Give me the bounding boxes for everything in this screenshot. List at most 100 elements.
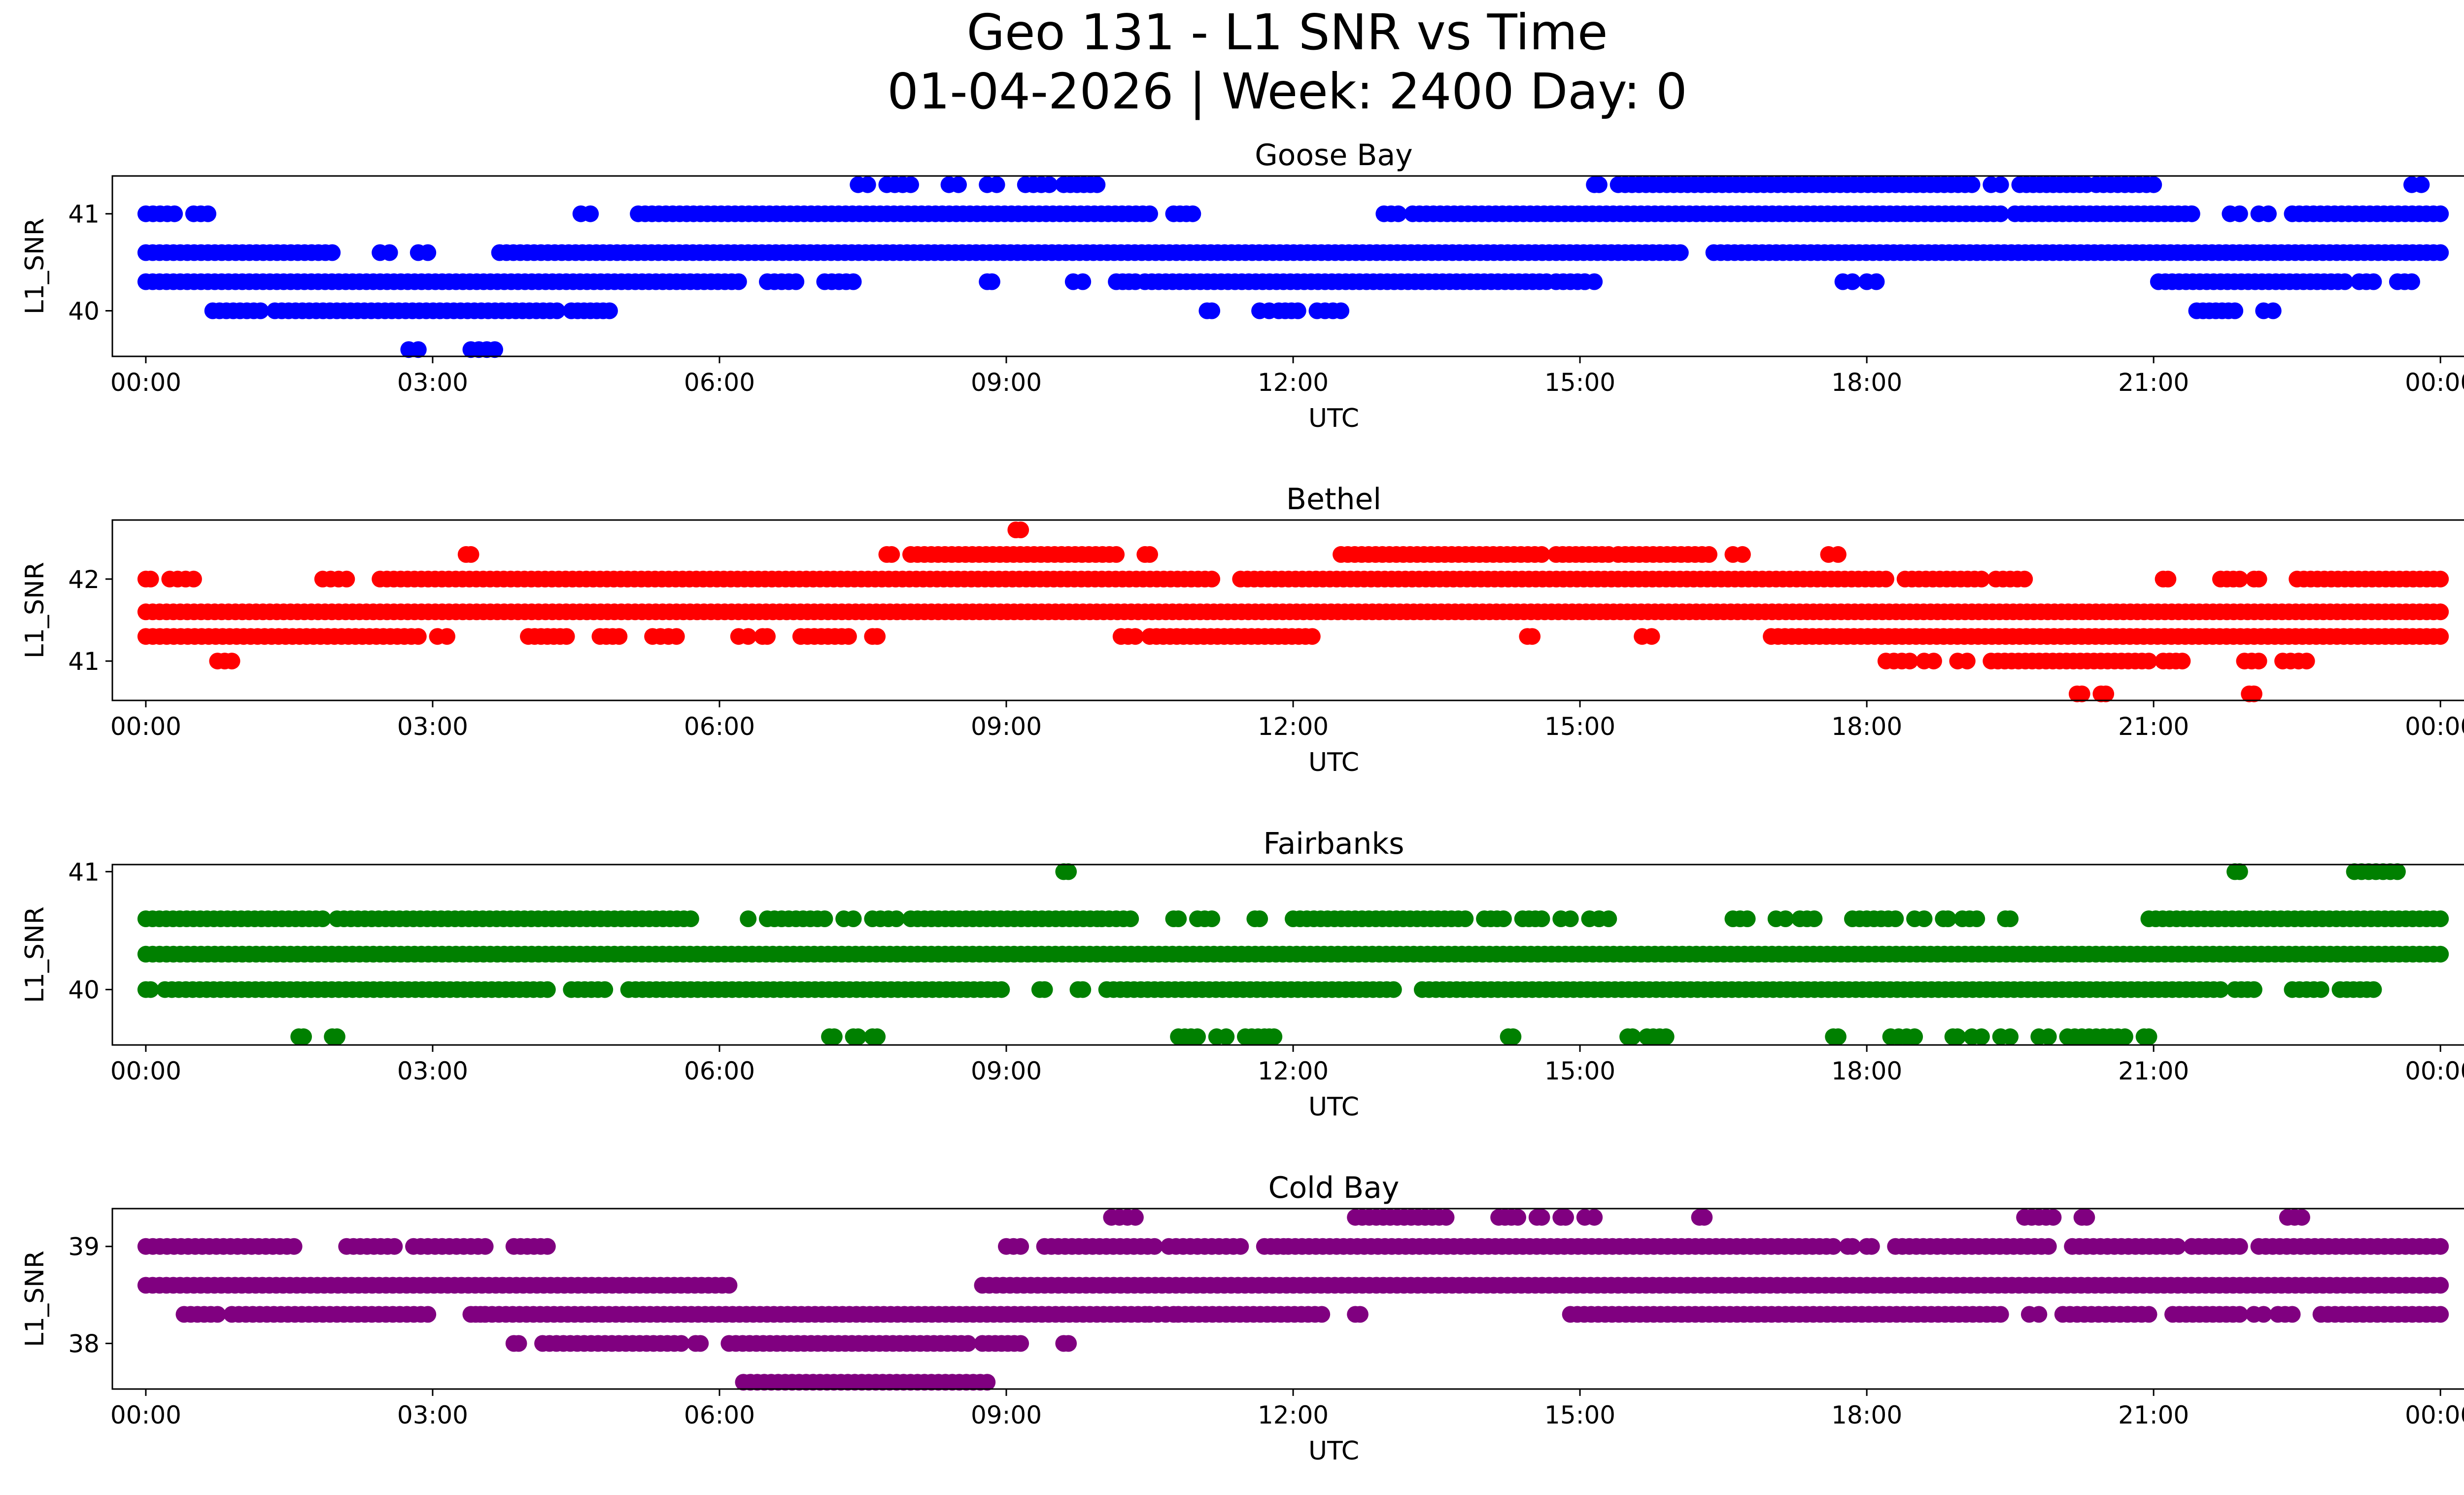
data-point	[419, 244, 437, 261]
subplot-fairbanks: Fairbanks 00:00 03:00 06:00 09:00 12:00 15:00 1…	[20, 827, 2464, 1122]
x-tick-label: 21:00	[2118, 1401, 2189, 1429]
y-axis-label-goose-bay: L1_SNR	[20, 218, 50, 314]
data-point	[1524, 628, 1541, 645]
data-point	[845, 273, 862, 290]
data-point	[142, 981, 159, 998]
y-axis-label-bethel: L1_SNR	[20, 562, 50, 659]
data-point	[1108, 546, 1125, 563]
snr-level-39-6	[400, 341, 503, 358]
data-point	[2174, 653, 2191, 670]
snr-level-39-6	[290, 1028, 2157, 1045]
data-point	[2413, 176, 2430, 193]
x-tick-label: 18:00	[1831, 368, 1902, 397]
data-point	[2389, 863, 2406, 880]
x-axis-label-goose-bay: UTC	[1308, 404, 1359, 433]
data-point	[1657, 1028, 1675, 1045]
snr-level-40-6	[137, 910, 2449, 927]
data-point	[324, 244, 341, 261]
y-tick-label: 41	[68, 200, 100, 229]
data-point	[1074, 273, 1092, 290]
data-point	[1289, 302, 1306, 319]
data-point	[1887, 910, 1904, 927]
data-point	[486, 341, 503, 358]
data-point	[1141, 205, 1158, 222]
data-point	[338, 570, 355, 588]
data-point	[2293, 1209, 2310, 1226]
data-point	[510, 1335, 527, 1352]
subplot-title-bethel: Bethel	[1286, 482, 1381, 517]
data-point	[816, 910, 833, 927]
data-point	[1925, 653, 1942, 670]
data-point	[720, 1277, 738, 1294]
data-point	[1696, 1209, 1713, 1226]
data-point	[2432, 570, 2449, 588]
data-point	[1303, 628, 1321, 645]
data-point	[477, 1238, 494, 1255]
subplot-title-cold-bay: Cold Bay	[1268, 1171, 1400, 1205]
data-point	[1973, 570, 1990, 588]
x-tick-label: 15:00	[1544, 1401, 1615, 1429]
data-point	[252, 302, 269, 319]
x-axis-label-fairbanks: UTC	[1308, 1092, 1359, 1122]
data-point	[2231, 570, 2248, 588]
x-tick-label: 09:00	[971, 1401, 1042, 1429]
figure-title-line2: 01-04-2026 | Week: 2400 Day: 0	[887, 63, 1687, 120]
data-point	[2284, 1306, 2301, 1323]
snr-level-42-6	[1007, 522, 1029, 538]
y-tick-label: 41	[68, 858, 100, 886]
snr-level-41	[209, 653, 2315, 670]
data-point	[1825, 1238, 1842, 1255]
axes-frame-fairbanks	[111, 864, 2464, 1046]
data-point	[2097, 685, 2115, 702]
x-tick-label: 03:00	[397, 368, 468, 397]
data-point	[462, 546, 479, 563]
data-point	[2073, 685, 2090, 702]
data-point	[673, 1335, 690, 1352]
data-point	[1390, 205, 1407, 222]
series-fairbanks	[137, 863, 2449, 1045]
data-point	[740, 628, 757, 645]
data-point	[1266, 1028, 1283, 1045]
data-point	[692, 1335, 709, 1352]
data-point	[2432, 910, 2449, 927]
data-point	[1509, 1209, 1526, 1226]
data-point	[2140, 1306, 2157, 1323]
snr-level-40-6	[137, 244, 2449, 261]
x-tick-label: 12:00	[1258, 1057, 1329, 1085]
x-tick-label: 12:00	[1258, 1401, 1329, 1429]
subplot-goose-bay: Goose Bay 00:00 03:00 06:00 09:00 12:00 15:00 1…	[20, 138, 2464, 433]
data-point	[2226, 302, 2244, 319]
data-point	[1868, 273, 1885, 290]
data-point	[1533, 546, 1550, 563]
x-tick-label: 00:00	[110, 1057, 181, 1085]
data-point	[1141, 546, 1158, 563]
data-point	[1184, 205, 1201, 222]
data-point	[1333, 302, 1350, 319]
data-point	[1806, 910, 1823, 927]
x-tick-label: 06:00	[684, 712, 755, 741]
x-tick-label: 12:00	[1258, 368, 1329, 397]
data-point	[2116, 1028, 2133, 1045]
x-axis-label-bethel: UTC	[1308, 748, 1359, 777]
data-point	[1127, 1209, 1144, 1226]
data-point	[1562, 910, 1579, 927]
data-point	[2183, 205, 2200, 222]
data-point	[1313, 1306, 1331, 1323]
data-point	[2040, 1238, 2057, 1255]
series-goose-bay	[137, 176, 2449, 358]
data-point	[410, 341, 427, 358]
data-point	[1968, 910, 1985, 927]
data-point	[883, 546, 900, 563]
data-point	[166, 205, 183, 222]
data-point	[1385, 981, 1402, 998]
data-point	[1495, 910, 1512, 927]
x-tick-label: 03:00	[397, 1401, 468, 1429]
data-point	[2231, 205, 2248, 222]
data-point	[1041, 176, 1058, 193]
axes-frame-cold-bay	[111, 1208, 2464, 1390]
data-point	[1203, 910, 1221, 927]
data-point	[950, 176, 967, 193]
series-bethel	[137, 522, 2449, 702]
data-point	[730, 273, 747, 290]
